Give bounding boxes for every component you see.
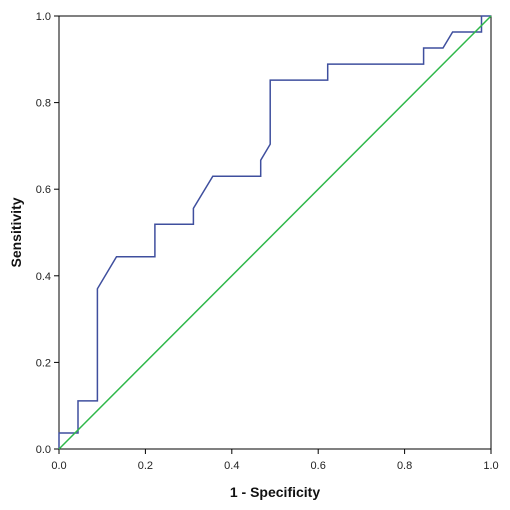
y-tick-label: 0.4 (36, 271, 51, 283)
y-tick-label: 1.0 (36, 11, 51, 23)
x-tick-label: 0.8 (397, 460, 412, 472)
x-tick-label: 0.4 (224, 460, 239, 472)
x-axis-title: 1 - Specificity (230, 484, 320, 500)
x-axis-ticks: 0.0 0.2 0.4 0.6 0.8 1.0 (51, 449, 499, 472)
x-tick-label: 1.0 (483, 460, 498, 472)
x-tick-label: 0.0 (51, 460, 66, 472)
y-tick-label: 0.6 (36, 184, 51, 196)
series-layer (58, 15, 492, 450)
y-axis-ticks: 0.0 0.2 0.4 0.6 0.8 1.0 (36, 11, 59, 456)
x-tick-label: 0.2 (138, 460, 153, 472)
y-tick-label: 0.8 (36, 98, 51, 110)
x-tick-label: 0.6 (311, 460, 326, 472)
y-tick-label: 0.2 (36, 357, 51, 369)
y-axis-title: Sensitivity (8, 197, 24, 267)
reference-diagonal-line (58, 15, 492, 450)
roc-curve-line (58, 15, 491, 449)
y-tick-label: 0.0 (36, 444, 51, 456)
